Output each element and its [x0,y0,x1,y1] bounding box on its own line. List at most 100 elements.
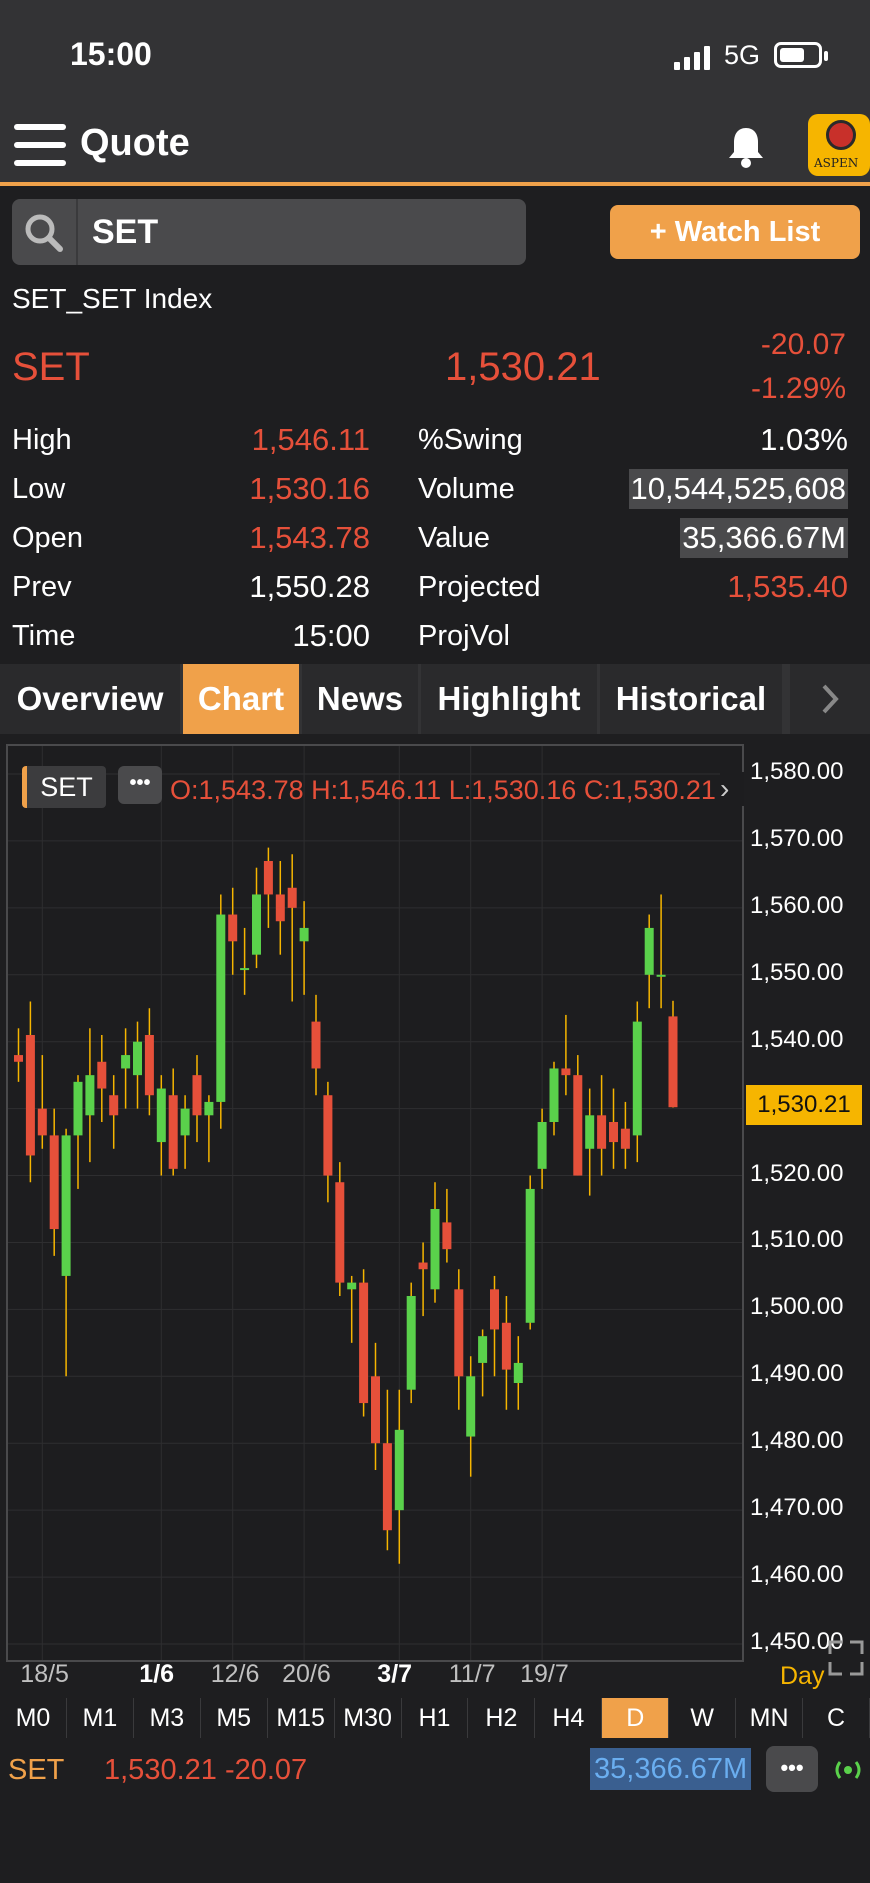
candle-body-down [490,1289,499,1330]
stat-value-volume: 10,544,525,608 [628,469,848,509]
candle-body-up [585,1115,595,1149]
quote-tabs: Overview Chart News Highlight Historical [0,664,870,734]
stat-label-prev: Prev [12,571,72,603]
candle-body-down [97,1061,107,1089]
stat-label-volume: Volume [418,473,515,505]
y-tick-label: 1,560.00 [750,891,844,919]
tab-news[interactable]: News [302,664,418,734]
candle-body-up [180,1108,190,1136]
timeframe-m1[interactable]: M1 [67,1698,134,1738]
candle [275,861,285,955]
timeframe-w[interactable]: W [669,1698,737,1738]
aspen-logo[interactable]: ASPEN [808,114,870,176]
candle-body-up [347,1282,357,1290]
watch-list-button[interactable]: + Watch List [610,205,860,259]
candle [97,1035,107,1122]
tab-chart[interactable]: Chart [183,664,299,734]
stat-value-high: 1,546.11 [251,422,370,457]
candlestick-chart[interactable] [8,746,742,1660]
candle-body-down [597,1115,607,1149]
candle [263,847,273,928]
candle [180,1095,190,1169]
timeframe-h2[interactable]: H2 [468,1698,536,1738]
expand-icon[interactable] [826,1638,866,1678]
candle [525,1175,535,1330]
candle-body-down [573,1075,583,1176]
candle-body-down [25,1035,35,1156]
search-input[interactable]: SET [12,199,526,265]
candle-body-up [513,1362,523,1383]
stat-value-time: 15:00 [292,618,370,653]
x-tick-label: 11/7 [448,1660,496,1688]
footer-more-button[interactable]: ••• [766,1746,818,1792]
candle [133,1021,142,1109]
candle-body-up [240,968,250,971]
timeframe-h1[interactable]: H1 [402,1698,469,1738]
candle [299,901,309,995]
tabs-more-button[interactable] [790,664,870,734]
x-tick-label: 18/5 [20,1660,69,1688]
candle-body-down [287,887,297,908]
candle [609,1088,618,1169]
candle-body-up [632,1021,642,1136]
x-tick-label: 3/7 [377,1660,413,1688]
chart-plot-area[interactable]: SET ••• O:1,543.78 H:1,546.11 L:1,530.16… [6,744,744,1688]
candle-body-up [133,1041,142,1076]
current-price-marker: 1,530.21 [746,1085,862,1126]
candle-body-up [656,974,666,977]
candle-body-up [525,1188,535,1323]
stat-value-value: 35,366.67M [680,518,848,558]
candle-body-up [204,1101,214,1116]
candle-body-up [644,927,654,975]
x-tick-label: 20/6 [282,1660,331,1688]
candle-body-down [109,1095,119,1116]
candle-body-down [418,1262,428,1270]
candle-body-down [382,1443,392,1531]
candle-body-down [311,1021,321,1069]
candle [573,1055,583,1176]
globe-icon [826,120,856,150]
y-tick-label: 1,570.00 [750,824,844,852]
footer-symbol[interactable]: SET [8,1754,65,1786]
candle-body-up [85,1075,95,1116]
timeframe-h4[interactable]: H4 [535,1698,603,1738]
timeframe-mn[interactable]: MN [736,1698,804,1738]
period-label: Day [780,1662,825,1690]
x-tick-label: 19/7 [520,1660,569,1688]
candle [585,1088,595,1196]
footer-value: 35,366.67M [590,1748,752,1790]
tab-historical[interactable]: Historical [600,664,782,734]
stat-label-time: Time [12,620,76,652]
bell-icon[interactable] [726,124,766,170]
timeframe-m5[interactable]: M5 [201,1698,268,1738]
timeframe-c[interactable]: C [803,1698,870,1738]
price-change-percent: -1.29% [750,372,846,405]
search-icon [25,214,63,252]
hamburger-menu-icon[interactable] [14,124,66,166]
timeframe-m15[interactable]: M15 [268,1698,335,1738]
candle [478,1329,488,1397]
stat-value-open: 1,543.78 [249,520,370,555]
timeframe-d[interactable]: D [602,1698,670,1738]
y-tick-label: 1,520.00 [750,1159,844,1187]
chevron-right-icon[interactable]: › [720,772,744,806]
y-tick-label: 1,480.00 [750,1427,844,1455]
timeframe-m3[interactable]: M3 [134,1698,201,1738]
candle-body-down [501,1322,511,1370]
candle-body-down [37,1108,47,1136]
signal-icon [674,46,714,70]
tab-highlight[interactable]: Highlight [421,664,597,734]
candle [561,1014,571,1096]
chart-symbol-chip[interactable]: SET [22,766,106,808]
y-tick-label: 1,550.00 [750,958,844,986]
timeframe-m0[interactable]: M0 [0,1698,67,1738]
stat-value-projected: 1,535.40 [727,569,848,604]
candle [49,1108,59,1256]
tab-overview[interactable]: Overview [0,664,180,734]
candle-body-down [668,1016,678,1108]
quote-symbol: SET [12,345,90,389]
candle [644,914,654,1009]
candle [323,1081,333,1203]
timeframe-m30[interactable]: M30 [335,1698,402,1738]
chart-options-button[interactable]: ••• [118,766,162,804]
